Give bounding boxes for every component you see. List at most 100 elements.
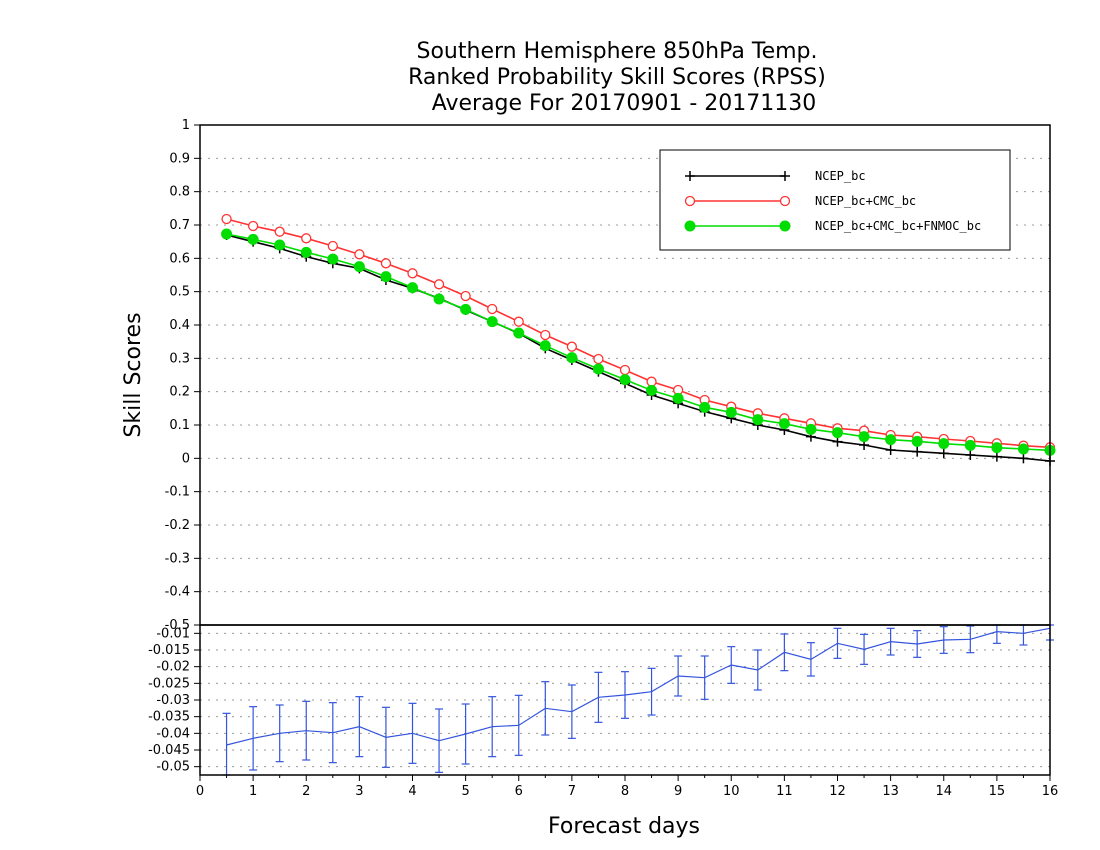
chart-title: Southern Hemisphere 850hPa Temp. Ranked …	[408, 39, 826, 116]
bottom-panel-series	[222, 624, 1054, 776]
x-tick-label: 2	[302, 784, 310, 799]
data-point	[460, 303, 472, 315]
x-tick-label: 5	[461, 784, 469, 799]
error-bar	[302, 700, 311, 761]
x-tick-label: 6	[515, 784, 523, 799]
data-point	[778, 418, 790, 430]
series-0	[221, 230, 1055, 466]
data-point	[885, 445, 896, 455]
error-bar	[567, 684, 576, 739]
x-tick-label: 13	[882, 784, 899, 799]
legend-marker-left	[684, 195, 696, 207]
error-bar	[249, 706, 258, 771]
error-bar	[913, 630, 922, 658]
y-tick-label: 0.4	[169, 318, 190, 333]
x-tick-label: 9	[674, 784, 682, 799]
error-bar	[514, 694, 523, 756]
legend-marker-left	[685, 171, 695, 181]
x-tick-label: 10	[723, 784, 740, 799]
series-line	[226, 218, 1051, 449]
y-tick-label: -0.4	[165, 585, 190, 600]
data-point	[300, 246, 312, 258]
x-tick-label: 0	[196, 784, 204, 799]
y-tick-label: -0.2	[165, 518, 190, 533]
y-tick-label: 0.3	[169, 351, 190, 366]
data-point	[1018, 453, 1029, 464]
data-point	[885, 434, 897, 446]
series-line	[226, 234, 1051, 462]
error-bar	[381, 706, 390, 768]
y-tick-label: -0.02	[156, 660, 190, 675]
legend-label: NCEP_bc+CMC_bc	[815, 194, 916, 208]
error-bar	[435, 708, 444, 773]
error-bar	[886, 627, 895, 656]
x-tick-label: 1	[249, 784, 257, 799]
data-point	[247, 233, 259, 245]
data-point	[247, 220, 259, 232]
legend-item-2: NCEP_bc+CMC_bc+FNMOC_bc	[684, 219, 981, 233]
error-bar	[700, 655, 709, 700]
data-point	[380, 271, 392, 283]
data-point	[725, 406, 737, 418]
legend-item-1: NCEP_bc+CMC_bc	[684, 194, 916, 208]
x-tick-label: 12	[829, 784, 846, 799]
y-tick-label: -0.3	[165, 551, 190, 566]
top-panel-series	[221, 213, 1056, 466]
data-point	[619, 364, 631, 376]
data-point	[805, 423, 817, 435]
data-point	[274, 239, 286, 251]
y-tick-label: -0.01	[156, 626, 190, 641]
error-bar	[488, 696, 497, 758]
error-bar	[647, 667, 656, 716]
legend-marker-left	[684, 220, 696, 232]
difference-series-0	[222, 624, 1054, 776]
y-tick-label: -0.025	[148, 676, 190, 691]
y-tick-label: 0.2	[169, 385, 190, 400]
error-bar	[939, 626, 948, 654]
data-point	[858, 431, 870, 443]
data-point	[513, 327, 525, 339]
data-point	[991, 451, 1002, 462]
y-tick-label: -0.03	[156, 693, 190, 708]
legend-marker-right	[779, 195, 791, 207]
y-tick-label: 1	[182, 118, 190, 133]
data-point	[938, 448, 949, 459]
y-tick-label: 0.9	[169, 151, 190, 166]
data-point	[699, 401, 711, 413]
data-point	[460, 290, 471, 302]
data-point	[646, 376, 657, 387]
x-tick-label: 4	[408, 784, 416, 799]
error-bar	[780, 633, 789, 672]
y-tick-label: 0.7	[169, 218, 190, 233]
data-point	[964, 439, 976, 451]
x-tick-label: 3	[355, 784, 363, 799]
data-point	[407, 268, 418, 279]
data-point	[274, 226, 285, 237]
error-bar	[992, 624, 1001, 644]
error-bar	[806, 642, 815, 677]
data-point	[540, 329, 551, 341]
chart-title-line-1: Southern Hemisphere 850hPa Temp.	[417, 39, 818, 64]
data-point	[912, 446, 923, 457]
legend-label: NCEP_bc	[815, 169, 866, 183]
data-point	[380, 258, 392, 269]
y-tick-label: -0.04	[156, 726, 190, 741]
y-tick-label: -0.1	[165, 485, 190, 500]
error-bar	[833, 627, 842, 659]
difference-line	[226, 627, 1051, 746]
x-tick-label: 16	[1042, 784, 1059, 799]
x-axis: 0 1 2 3 4 5 6 7 8 9 10 11 12 13 14 15 16	[196, 775, 1058, 799]
legend-marker-right	[779, 220, 791, 232]
data-point	[646, 384, 658, 396]
x-tick-label: 15	[989, 784, 1006, 799]
chart-title-line-2: Ranked Probability Skill Scores (RPSS)	[408, 65, 826, 90]
bottom-y-axis: -0.05 -0.045 -0.04-0.035 -0.03 -0.025-0.02 -0…	[148, 626, 200, 775]
data-point	[301, 233, 312, 244]
error-bar	[753, 649, 762, 691]
data-point	[221, 228, 233, 240]
error-bar	[461, 703, 470, 765]
y-tick-label: 0.8	[169, 185, 190, 200]
y-tick-label: 0.5	[169, 285, 190, 300]
data-point	[619, 374, 631, 386]
